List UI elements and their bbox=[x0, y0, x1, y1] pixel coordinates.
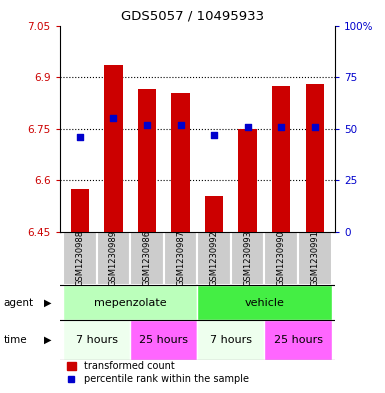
Bar bbox=[63, 320, 130, 360]
Point bbox=[77, 134, 83, 140]
Text: time: time bbox=[4, 335, 27, 345]
Point bbox=[110, 115, 117, 121]
Legend: transformed count, percentile rank within the sample: transformed count, percentile rank withi… bbox=[63, 358, 253, 388]
Text: vehicle: vehicle bbox=[244, 298, 285, 308]
Bar bbox=[171, 93, 190, 232]
Bar bbox=[231, 232, 264, 285]
Bar bbox=[138, 89, 156, 232]
Bar bbox=[272, 86, 290, 232]
Text: agent: agent bbox=[4, 298, 34, 308]
Bar bbox=[238, 129, 257, 232]
Bar bbox=[298, 232, 331, 285]
Bar bbox=[97, 232, 130, 285]
Text: mepenzolate: mepenzolate bbox=[94, 298, 166, 308]
Bar bbox=[264, 320, 331, 360]
Text: 7 hours: 7 hours bbox=[75, 335, 117, 345]
Point bbox=[244, 123, 251, 130]
Text: GSM1230989: GSM1230989 bbox=[109, 230, 118, 286]
Bar bbox=[197, 232, 231, 285]
Point bbox=[278, 123, 284, 130]
Point bbox=[144, 121, 150, 128]
Text: GSM1230990: GSM1230990 bbox=[277, 230, 286, 286]
Text: 25 hours: 25 hours bbox=[139, 335, 188, 345]
Point bbox=[177, 121, 184, 128]
Bar bbox=[264, 232, 298, 285]
Bar bbox=[164, 232, 197, 285]
Text: 25 hours: 25 hours bbox=[273, 335, 323, 345]
Bar bbox=[70, 189, 89, 232]
Bar bbox=[130, 232, 164, 285]
Bar bbox=[130, 320, 197, 360]
Text: 7 hours: 7 hours bbox=[210, 335, 252, 345]
Bar bbox=[197, 285, 331, 320]
Text: ▶: ▶ bbox=[44, 335, 52, 345]
Text: GSM1230986: GSM1230986 bbox=[142, 230, 151, 286]
Text: GSM1230992: GSM1230992 bbox=[209, 230, 219, 286]
Point bbox=[211, 132, 217, 138]
Text: ▶: ▶ bbox=[44, 298, 52, 308]
Bar bbox=[63, 232, 97, 285]
Text: GDS5057 / 10495933: GDS5057 / 10495933 bbox=[121, 10, 264, 23]
Text: GSM1230993: GSM1230993 bbox=[243, 230, 252, 286]
Bar bbox=[306, 84, 324, 232]
Text: GSM1230987: GSM1230987 bbox=[176, 230, 185, 286]
Bar bbox=[104, 65, 122, 232]
Bar bbox=[197, 320, 264, 360]
Bar bbox=[63, 285, 197, 320]
Bar bbox=[205, 196, 223, 232]
Text: GSM1230988: GSM1230988 bbox=[75, 230, 84, 286]
Point bbox=[312, 123, 318, 130]
Text: GSM1230991: GSM1230991 bbox=[310, 230, 319, 286]
